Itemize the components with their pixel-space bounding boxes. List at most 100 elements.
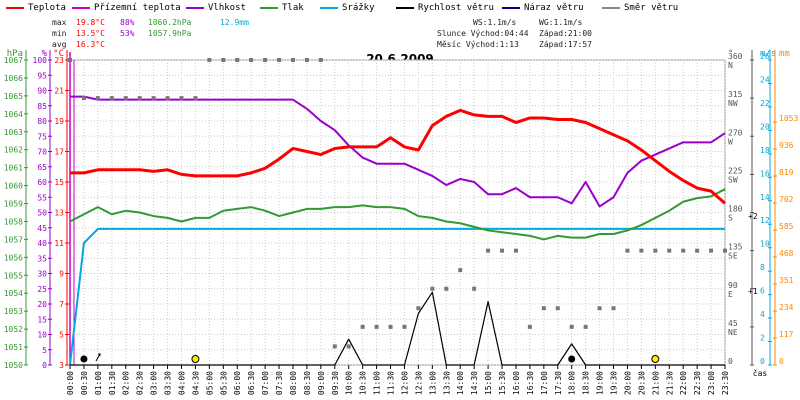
- pct-tick-label: 55: [37, 193, 47, 202]
- legend-swatch: [72, 7, 90, 9]
- ms-tick-label: 14: [760, 193, 770, 202]
- ms-tick-label: 10: [760, 240, 770, 249]
- x-tick-label: 10:00: [345, 371, 354, 395]
- pct-tick-label: 75: [37, 132, 47, 141]
- degc-tick-label: 17: [54, 148, 64, 157]
- ms-tick-label: 20: [760, 122, 770, 131]
- mm-mark: +2: [748, 212, 758, 221]
- legend-swatch: [320, 7, 338, 9]
- wind-direction-point: [165, 96, 170, 101]
- moon-icon: [80, 355, 88, 363]
- wind-direction-point: [193, 96, 198, 101]
- x-tick-label: 09:30: [331, 371, 340, 395]
- wind-speed-line: [70, 291, 725, 366]
- legend-swatch: [260, 7, 278, 9]
- wind-direction-point: [151, 96, 156, 101]
- pct-tick-label: 65: [37, 163, 47, 172]
- mm-mark: +1: [748, 287, 758, 296]
- ms-axis-label: m/s: [760, 49, 776, 59]
- temperature-line: [70, 108, 726, 205]
- pct-axis-label: %: [42, 49, 48, 59]
- dir-tick-label: 180: [728, 205, 743, 214]
- x-tick-label: 11:30: [387, 371, 396, 395]
- dir-axis-label: °: [728, 49, 733, 59]
- degc-tick-label: 19: [54, 117, 64, 126]
- moon-info: Měsíc Východ:1:13 Západ:17:57: [437, 40, 592, 50]
- x-tick-label: 08:00: [289, 371, 298, 395]
- degc-tick-label: 23: [54, 56, 64, 65]
- wind-direction-point: [137, 96, 142, 101]
- wind-direction-point: [374, 324, 379, 329]
- degc-tick-label: 15: [54, 178, 64, 187]
- hpa-tick-label: 1062: [4, 146, 23, 155]
- x-tick-label: 13:00: [428, 371, 437, 395]
- humidity-line: [70, 95, 726, 208]
- degc-tick-label: 21: [54, 87, 64, 96]
- x-tick-label: 17:00: [540, 371, 549, 395]
- dir-tick-label: 135: [728, 243, 743, 252]
- pressure-line: [69, 188, 726, 241]
- x-tick-label: 20:00: [623, 371, 632, 395]
- pct-tick-label: 20: [37, 300, 47, 309]
- stats-max-temp: 19.8°C: [76, 18, 105, 27]
- legend: Teplota Přízemní teplota Vlhkost Tlak Srážky…: [0, 0, 800, 14]
- hpa-tick-label: 1063: [4, 128, 23, 137]
- x-tick-label: 17:30: [554, 371, 563, 395]
- x-tick-label: 07:00: [261, 371, 270, 395]
- moonrise-arrow-icon: [95, 353, 101, 362]
- x-tick-label: 05:30: [219, 371, 228, 395]
- hpa-tick-label: 1056: [4, 253, 23, 262]
- hpa-tick-label: 1061: [4, 164, 23, 173]
- dir-tick-label: 45: [728, 319, 738, 328]
- legend-item: Směr větru: [602, 2, 678, 14]
- dir-tick-label: 90: [728, 281, 738, 290]
- x-tick-label: 00:30: [80, 371, 89, 395]
- degc-tick-label: 11: [54, 239, 64, 248]
- x-tick-label: 07:30: [275, 371, 284, 395]
- dir-tick-label: NE: [728, 328, 738, 337]
- wind-direction-point: [249, 58, 254, 62]
- legend-label: Náraz větru: [524, 3, 584, 13]
- stats-min-label: min: [52, 29, 67, 38]
- wind-direction-point: [235, 58, 240, 62]
- ws-value: WS:1.1m/s: [473, 18, 517, 27]
- pct-tick-label: 45: [37, 224, 47, 233]
- ms-tick-label: 12: [760, 216, 770, 225]
- x-tick-label: 14:30: [470, 371, 479, 395]
- stats-avg-temp: 16.3°C: [76, 40, 105, 49]
- legend-swatch: [396, 7, 414, 9]
- wind-direction-point: [277, 58, 282, 62]
- x-tick-label: 13:30: [442, 371, 451, 395]
- pct-tick-label: 85: [37, 102, 47, 111]
- x-tick-label: 12:00: [400, 371, 409, 395]
- pct-tick-label: 90: [37, 87, 47, 96]
- hpa-tick-label: 1051: [4, 343, 23, 352]
- dir-tick-label: S: [728, 214, 733, 223]
- ms-tick-label: 22: [760, 99, 770, 108]
- mm-tick-label: 468: [779, 249, 794, 258]
- wg-value: WG:1.1m/s: [539, 18, 583, 27]
- hpa-tick-label: 1052: [4, 325, 23, 334]
- ms-tick-label: 18: [760, 146, 770, 155]
- wind-speed-info: WS:1.1m/s WG:1.1m/s: [473, 18, 582, 28]
- hpa-tick-label: 1053: [4, 307, 23, 316]
- dir-tick-label: NW: [728, 99, 738, 108]
- hpa-tick-label: 1054: [4, 289, 23, 298]
- dir-tick-label: 0: [728, 357, 733, 366]
- wind-direction-point: [653, 248, 658, 253]
- rain-line: [69, 227, 725, 366]
- mm-axis-label: mm: [779, 49, 790, 59]
- pct-tick-label: 95: [37, 71, 47, 80]
- degc-axis-label: °C: [53, 49, 64, 59]
- dir-tick-label: 270: [728, 128, 743, 137]
- pct-tick-label: 70: [37, 148, 47, 157]
- wind-direction-point: [611, 306, 616, 311]
- x-tick-label: 16:30: [526, 371, 535, 395]
- pct-tick-label: 50: [37, 209, 47, 218]
- stats-avg-label: avg: [52, 40, 67, 49]
- dir-tick-label: 225: [728, 166, 743, 175]
- stats-max-label: max: [52, 18, 67, 27]
- pct-tick-label: 30: [37, 270, 47, 279]
- wind-direction-point: [346, 344, 351, 349]
- dir-tick-label: SE: [728, 252, 738, 261]
